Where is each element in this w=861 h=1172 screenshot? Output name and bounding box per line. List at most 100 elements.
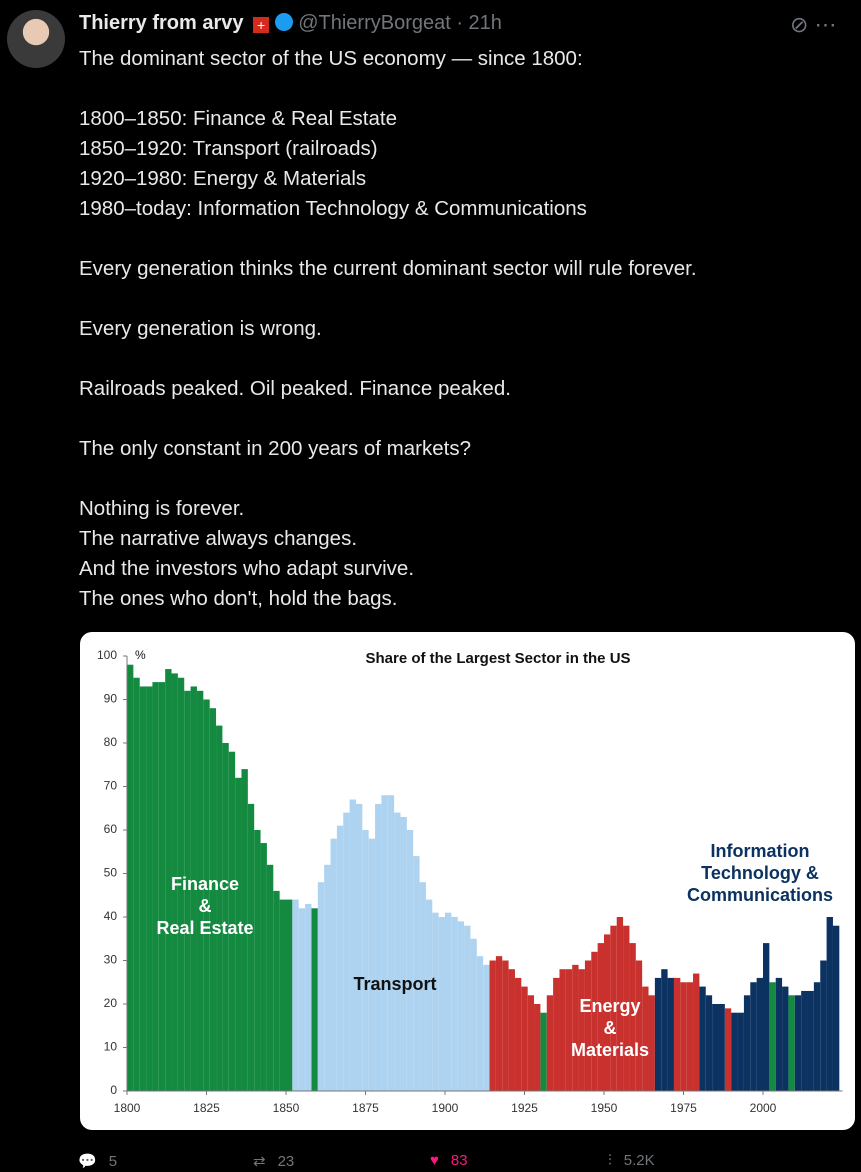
annotation: Real Estate [156, 918, 253, 938]
paragraph: Nothing is forever. The narrative always … [79, 494, 697, 614]
bar [763, 943, 770, 1091]
bar [769, 982, 776, 1091]
bar [794, 995, 802, 1091]
count: 5.2K [623, 1152, 655, 1169]
bar [584, 960, 592, 1091]
text-line: The narrative always changes. [79, 527, 358, 550]
bar [724, 1008, 732, 1091]
menu[interactable]: ⊘ ⋯ [790, 12, 837, 37]
bar [553, 977, 560, 1091]
icon: ⇄ [253, 1153, 266, 1170]
author-name[interactable]: Thierry from arvy [79, 12, 244, 34]
annotation: Information [711, 841, 810, 861]
bar [311, 908, 318, 1091]
bar [305, 903, 312, 1091]
bar [680, 982, 687, 1091]
bar [381, 795, 388, 1091]
x-tick-label: 1975 [670, 1101, 697, 1115]
bar [750, 982, 757, 1091]
bar [228, 751, 236, 1091]
y-tick-label: 30 [104, 953, 118, 967]
y-tick-label: 100 [97, 648, 117, 662]
text-line: 1850–1920: Transport (railroads) [79, 137, 378, 160]
x-tick-label: 1800 [114, 1101, 141, 1115]
bar [801, 990, 808, 1091]
chart-title: Share of the Largest Sector in the US [365, 650, 630, 667]
annotation: Energy [579, 996, 640, 1016]
avatar[interactable] [7, 10, 65, 68]
bar [152, 682, 159, 1091]
bar [324, 864, 331, 1091]
chart: Share of the Largest Sector in the US % … [80, 632, 855, 1130]
reposts-button[interactable]: ⇄ 23 [253, 1152, 294, 1170]
timestamp[interactable]: · 21h [456, 12, 502, 34]
bar [489, 960, 496, 1091]
bar [196, 690, 204, 1091]
paragraph: The only constant in 200 years of market… [79, 434, 697, 464]
bar [686, 982, 694, 1091]
bar [406, 830, 414, 1091]
bar [642, 986, 649, 1091]
bar [521, 986, 528, 1091]
bar [394, 812, 401, 1091]
bar [127, 664, 134, 1091]
bar [292, 899, 299, 1091]
bar [133, 677, 140, 1091]
bar [572, 964, 579, 1091]
bar [699, 986, 706, 1091]
icon: ⫶ [608, 1152, 612, 1169]
bar [368, 838, 376, 1091]
x-tick-label: 1925 [511, 1101, 538, 1115]
bar [317, 882, 325, 1091]
annotation: Transport [353, 974, 436, 994]
footer: 💬 5 ⇄ 23 ♥ 83 ⫶ 5.2K [78, 1152, 858, 1172]
bar [705, 995, 713, 1091]
bar [165, 669, 172, 1091]
paragraph: 1800–1850: Finance & Real Estate 1850–192… [79, 104, 697, 224]
bar [247, 803, 255, 1091]
bar [222, 743, 229, 1091]
y-tick-label: 90 [104, 692, 118, 706]
count: 23 [277, 1153, 295, 1170]
annotation: Finance [171, 874, 239, 894]
bar [559, 969, 566, 1091]
paragraph: The dominant sector of the US economy — … [79, 44, 697, 74]
y-tick-label: 60 [104, 822, 118, 836]
y-tick-label: 40 [104, 909, 118, 923]
bar [184, 690, 191, 1091]
bar [495, 956, 503, 1091]
bar [514, 977, 522, 1091]
bar [527, 995, 535, 1091]
y-tick-label: 50 [104, 866, 118, 880]
paragraph: Every generation thinks the current domi… [79, 254, 697, 284]
bar [635, 960, 643, 1091]
replies-button[interactable]: 💬 5 [78, 1152, 117, 1170]
bar [629, 943, 636, 1091]
verified [274, 13, 293, 31]
bar [209, 708, 217, 1091]
bar [349, 799, 356, 1091]
x-tick-label: 1950 [591, 1101, 618, 1115]
handle[interactable]: @ThierryBorgeat [298, 12, 451, 34]
text-line: The only constant in 200 years of market… [79, 437, 471, 460]
bar [546, 995, 554, 1091]
count: 5 [108, 1153, 118, 1170]
bar [476, 956, 484, 1091]
bar [158, 682, 166, 1091]
bar [336, 825, 344, 1091]
bar [502, 960, 509, 1091]
bar [375, 803, 382, 1091]
annotation: & [604, 1018, 617, 1038]
bar [355, 803, 363, 1091]
tweet-body: The dominant sector of the US economy — … [79, 44, 697, 644]
bar [712, 1004, 719, 1091]
bar [203, 699, 210, 1091]
text-line: 1920–1980: Energy & Materials [79, 167, 367, 190]
likes-button[interactable]: ♥ 83 [430, 1152, 468, 1169]
y-tick-label: 80 [104, 735, 118, 749]
bar [241, 769, 248, 1091]
x-tick-label: 1875 [352, 1101, 379, 1115]
views-button[interactable]: ⫶ 5.2K [608, 1152, 655, 1169]
y-unit: % [135, 648, 146, 662]
